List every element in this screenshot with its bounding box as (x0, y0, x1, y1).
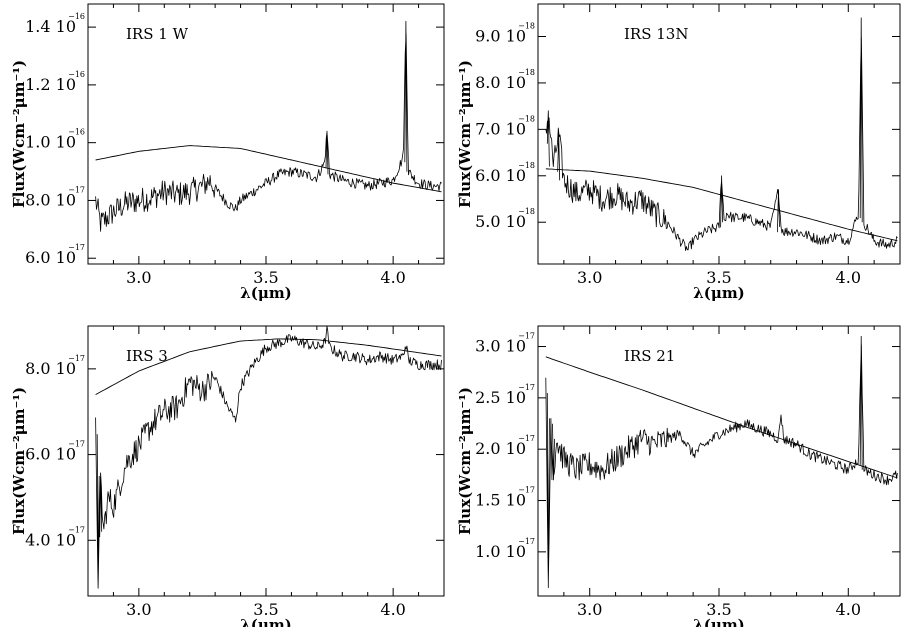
y-tick-exponent: −17 (68, 243, 85, 252)
y-tick-exponent: −17 (68, 354, 85, 363)
y-tick-label: 2.0 10 (475, 439, 526, 458)
panel-label: IRS 1 W (126, 25, 189, 43)
blackbody-fit-line (545, 356, 898, 479)
y-tick-exponent: −16 (68, 12, 85, 21)
y-tick-label: 3.0 10 (475, 337, 526, 356)
y-tick-label: 6.0 10 (475, 166, 526, 185)
y-axis-label: Flux(Wcm⁻²μm⁻¹) (10, 60, 28, 208)
panel-3: 3.0 3.5 4.04.0 10−176.0 10−178.0 10−17λ(μm… (10, 325, 445, 627)
y-tick-exponent: −17 (518, 434, 535, 443)
plot-frame (87, 325, 445, 597)
y-tick-exponent: −18 (518, 207, 535, 216)
y-tick-label: 6.0 10 (25, 445, 76, 464)
x-tick-label: 3.5 (706, 600, 731, 619)
y-tick-exponent: −18 (518, 22, 535, 31)
x-axis-label: λ(μm) (693, 284, 745, 302)
panel-2: 3.0 3.5 4.05.0 10−186.0 10−187.0 10−188.0 … (456, 3, 901, 302)
spectrum-line (95, 20, 442, 232)
y-tick-exponent: −17 (518, 537, 535, 546)
y-tick-label: 7.0 10 (475, 119, 526, 138)
y-tick-label: 8.0 10 (25, 359, 76, 378)
y-tick-label: 9.0 10 (475, 27, 526, 46)
x-tick-label: 4.0 (836, 268, 861, 287)
x-tick-label: 4.0 (380, 268, 405, 287)
y-tick-label: 5.0 10 (475, 212, 526, 231)
blackbody-fit-line (95, 145, 442, 193)
y-axis-label: Flux(Wcm⁻²μm⁻¹) (456, 60, 474, 208)
y-tick-exponent: −17 (68, 440, 85, 449)
y-tick-label: 8.0 10 (475, 73, 526, 92)
y-tick-label: 1.4 10 (25, 17, 76, 36)
spectrum-line (95, 325, 442, 589)
y-tick-exponent: −18 (518, 114, 535, 123)
y-tick-exponent: −17 (518, 332, 535, 341)
x-axis-label: λ(μm) (240, 616, 292, 627)
y-axis-label: Flux(Wcm⁻²μm⁻¹) (456, 387, 474, 535)
y-tick-exponent: −18 (518, 161, 535, 170)
x-tick-label: 3.5 (253, 268, 278, 287)
y-tick-exponent: −16 (68, 128, 85, 137)
x-tick-label: 3.0 (577, 268, 602, 287)
x-tick-label: 4.0 (836, 600, 861, 619)
blackbody-fit-line (95, 338, 442, 395)
y-tick-label: 2.5 10 (475, 388, 526, 407)
panel-4: 3.0 3.5 4.01.0 10−171.5 10−172.0 10−172.5 … (456, 325, 901, 627)
y-tick-label: 1.5 10 (475, 491, 526, 510)
y-axis-label: Flux(Wcm⁻²μm⁻¹) (10, 387, 28, 535)
x-tick-label: 3.0 (577, 600, 602, 619)
x-tick-label: 3.0 (126, 600, 151, 619)
x-tick-label: 3.5 (253, 600, 278, 619)
y-tick-exponent: −18 (518, 68, 535, 77)
y-tick-label: 1.2 10 (25, 75, 76, 94)
spectrum-line (545, 17, 898, 251)
y-tick-exponent: −16 (68, 70, 85, 79)
y-tick-label: 4.0 10 (25, 530, 76, 549)
y-tick-label: 1.0 10 (475, 542, 526, 561)
y-tick-label: 8.0 10 (25, 190, 76, 209)
x-axis-label: λ(μm) (693, 616, 745, 627)
blackbody-fit-line (545, 168, 898, 242)
y-tick-exponent: −17 (518, 486, 535, 495)
y-tick-label: 6.0 10 (25, 248, 76, 267)
y-tick-label: 1.0 10 (25, 133, 76, 152)
panel-label: IRS 21 (624, 347, 675, 365)
spectrum-line (545, 335, 898, 589)
panel-label: IRS 13N (624, 25, 688, 43)
y-tick-exponent: −17 (68, 185, 85, 194)
panel-1: 3.0 3.5 4.06.0 10−178.0 10−171.0 10−161.2 … (10, 3, 445, 302)
plot-frame (87, 3, 445, 265)
x-axis-label: λ(μm) (240, 284, 292, 302)
x-tick-label: 3.0 (126, 268, 151, 287)
x-tick-label: 3.5 (706, 268, 731, 287)
panel-label: IRS 3 (126, 347, 168, 365)
y-tick-exponent: −17 (518, 383, 535, 392)
y-tick-exponent: −17 (68, 525, 85, 534)
x-tick-label: 4.0 (380, 600, 405, 619)
